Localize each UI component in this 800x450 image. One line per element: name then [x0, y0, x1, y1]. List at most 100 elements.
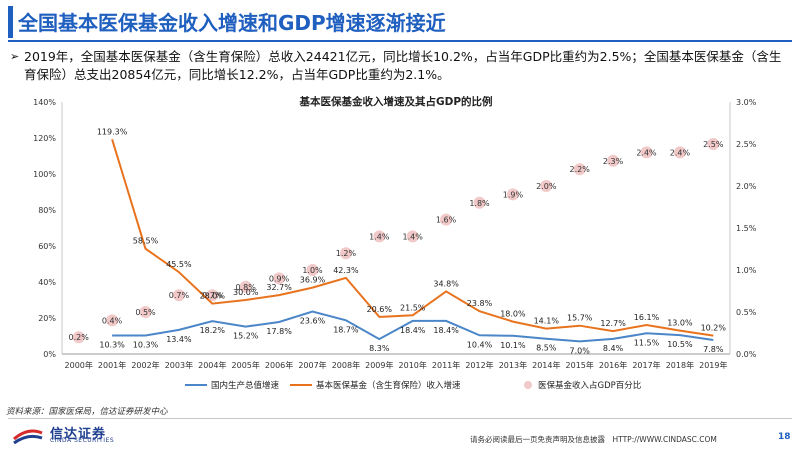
company-logo: 信达证券 CINDA SECURITIES	[12, 423, 152, 447]
x-tick-label: 2008年	[332, 360, 360, 370]
page-title: 全国基本医保基金收入增速和GDP增速逐渐接近	[18, 11, 446, 35]
x-tick-label: 2006年	[265, 360, 293, 370]
fund-growth-label: 12.7%	[600, 319, 626, 328]
left-tick-label: 100%	[33, 170, 56, 179]
right-tick-label: 3.0%	[736, 98, 757, 107]
logo-mark-icon	[13, 429, 43, 445]
gdp-growth-label: 7.8%	[703, 345, 724, 354]
x-tick-label: 2007年	[298, 360, 326, 370]
gdp-growth-label: 18.7%	[333, 325, 359, 334]
gdp-growth-label: 10.3%	[133, 340, 159, 349]
gdp-share-label: 0.4%	[102, 316, 123, 325]
fund-growth-label: 28.0%	[200, 292, 226, 301]
right-tick-label: 1.5%	[736, 224, 757, 233]
gdp-growth-label: 8.3%	[369, 344, 390, 353]
left-tick-label: 140%	[33, 98, 56, 107]
gdp-share-label: 2.4%	[636, 148, 657, 157]
gdp-share-label: 1.2%	[336, 249, 357, 258]
fund-growth-label: 42.3%	[333, 266, 359, 275]
gdp-share-point	[573, 163, 586, 176]
gdp-growth-label: 13.4%	[166, 335, 192, 344]
gdp-growth-label: 18.4%	[400, 326, 426, 335]
gdp-share-point	[373, 230, 386, 243]
gdp-share-point	[172, 289, 185, 302]
gdp-share-label: 1.6%	[436, 216, 457, 225]
fund-growth-label: 21.5%	[400, 303, 426, 312]
x-tick-label: 2010年	[399, 360, 427, 370]
title-underline	[8, 40, 792, 42]
gdp-share-label: 0.7%	[202, 291, 223, 300]
left-tick-label: 0%	[43, 350, 56, 359]
x-tick-label: 2011年	[432, 360, 460, 370]
fund-growth-label: 36.9%	[300, 276, 326, 285]
gdp-growth-label: 10.4%	[467, 340, 493, 349]
legend-swatch	[524, 381, 532, 389]
legend-label: 基本医保基金（含生育保险）收入增速	[316, 380, 461, 391]
left-tick-label: 20%	[38, 314, 56, 323]
fund-growth-label: 34.8%	[433, 279, 459, 288]
right-tick-label: 2.5%	[736, 140, 757, 149]
growth-chart: 0% 20% 40% 60% 80% 100% 120% 140% 0.0% 0.5% 1.0% 1.…	[33, 95, 757, 391]
fund-growth-label: 23.8%	[467, 299, 493, 308]
gdp-share-label: 2.0%	[536, 182, 557, 191]
x-tick-label: 2019年	[699, 360, 727, 370]
gdp-growth-line	[112, 310, 714, 343]
x-tick-label: 2001年	[98, 360, 126, 370]
footer-divider	[8, 418, 792, 419]
gdp-share-label: 2.4%	[670, 148, 691, 157]
gdp-share-point	[607, 154, 620, 167]
x-tick-label: 2017年	[632, 360, 660, 370]
fund-income-growth-line	[111, 139, 714, 337]
bullet-icon: ➢	[10, 50, 20, 63]
x-tick-label: 2018年	[666, 360, 694, 370]
right-tick-label: 1.0%	[736, 266, 757, 275]
fund-growth-label: 18.0%	[500, 310, 526, 319]
page-number: 18	[778, 432, 791, 442]
title-accent-bar	[8, 6, 13, 38]
fund-growth-label: 58.5%	[133, 237, 159, 246]
fund-growth-label: 45.5%	[166, 260, 192, 269]
gdp-share-label: 0.8%	[236, 283, 257, 292]
gdp-growth-label: 18.2%	[200, 326, 226, 335]
gdp-growth-label: 10.3%	[99, 340, 125, 349]
gdp-share-point	[72, 331, 85, 344]
source-note: 资料来源：国家医保局，信达证券研发中心	[6, 407, 168, 417]
fund-growth-label: 119.3%	[97, 127, 128, 136]
fund-growth-label: 16.1%	[634, 313, 660, 322]
right-tick-label: 0.0%	[736, 350, 757, 359]
gdp-share-point	[106, 314, 119, 327]
gdp-growth-label: 10.1%	[500, 341, 526, 350]
chart-container: 0% 20% 40% 60% 80% 100% 120% 140% 0.0% 0.5% 1.0% 1.…	[0, 92, 800, 404]
fund-growth-label: 30.0%	[233, 288, 259, 297]
right-tick-label: 2.0%	[736, 182, 757, 191]
gdp-share-point	[239, 280, 252, 293]
gdp-share-label: 0.2%	[69, 333, 90, 342]
fund-growth-label: 10.2%	[701, 324, 727, 333]
legend-label: 国内生产总值增速	[211, 380, 280, 391]
chart-title: 基本医保基金收入增速及其占GDP的比例	[298, 95, 492, 108]
gdp-growth-label: 10.5%	[667, 340, 693, 349]
gdp-share-point	[206, 289, 219, 302]
gdp-growth-label: 8.4%	[603, 344, 624, 353]
gdp-share-point	[406, 230, 419, 243]
x-tick-label: 2009年	[365, 360, 393, 370]
x-tick-label: 2005年	[232, 360, 260, 370]
disclaimer-link[interactable]: 请务必阅读最后一页免责声明及信息披露 HTTP://WWW.CINDASC.CO…	[470, 435, 717, 444]
fund-growth-label: 13.0%	[667, 319, 693, 328]
x-tick-label: 2012年	[465, 360, 493, 370]
gdp-growth-label: 15.2%	[233, 332, 259, 341]
x-tick-label: 2015年	[566, 360, 594, 370]
gdp-share-label: 0.7%	[169, 291, 190, 300]
gdp-share-label: 1.8%	[469, 199, 490, 208]
x-tick-label: 2014年	[532, 360, 560, 370]
gdp-share-label: 1.0%	[302, 266, 323, 275]
fund-growth-label: 15.7%	[567, 314, 593, 323]
gdp-growth-label: 23.6%	[300, 317, 326, 326]
gdp-share-point	[540, 180, 553, 192]
fund-growth-label: 14.1%	[534, 317, 560, 326]
x-tick-label: 2016年	[599, 360, 627, 370]
right-tick-label: 0.5%	[736, 308, 757, 317]
left-tick-label: 120%	[33, 134, 56, 143]
left-tick-label: 80%	[38, 206, 56, 215]
gdp-share-label: 1.4%	[369, 232, 390, 241]
